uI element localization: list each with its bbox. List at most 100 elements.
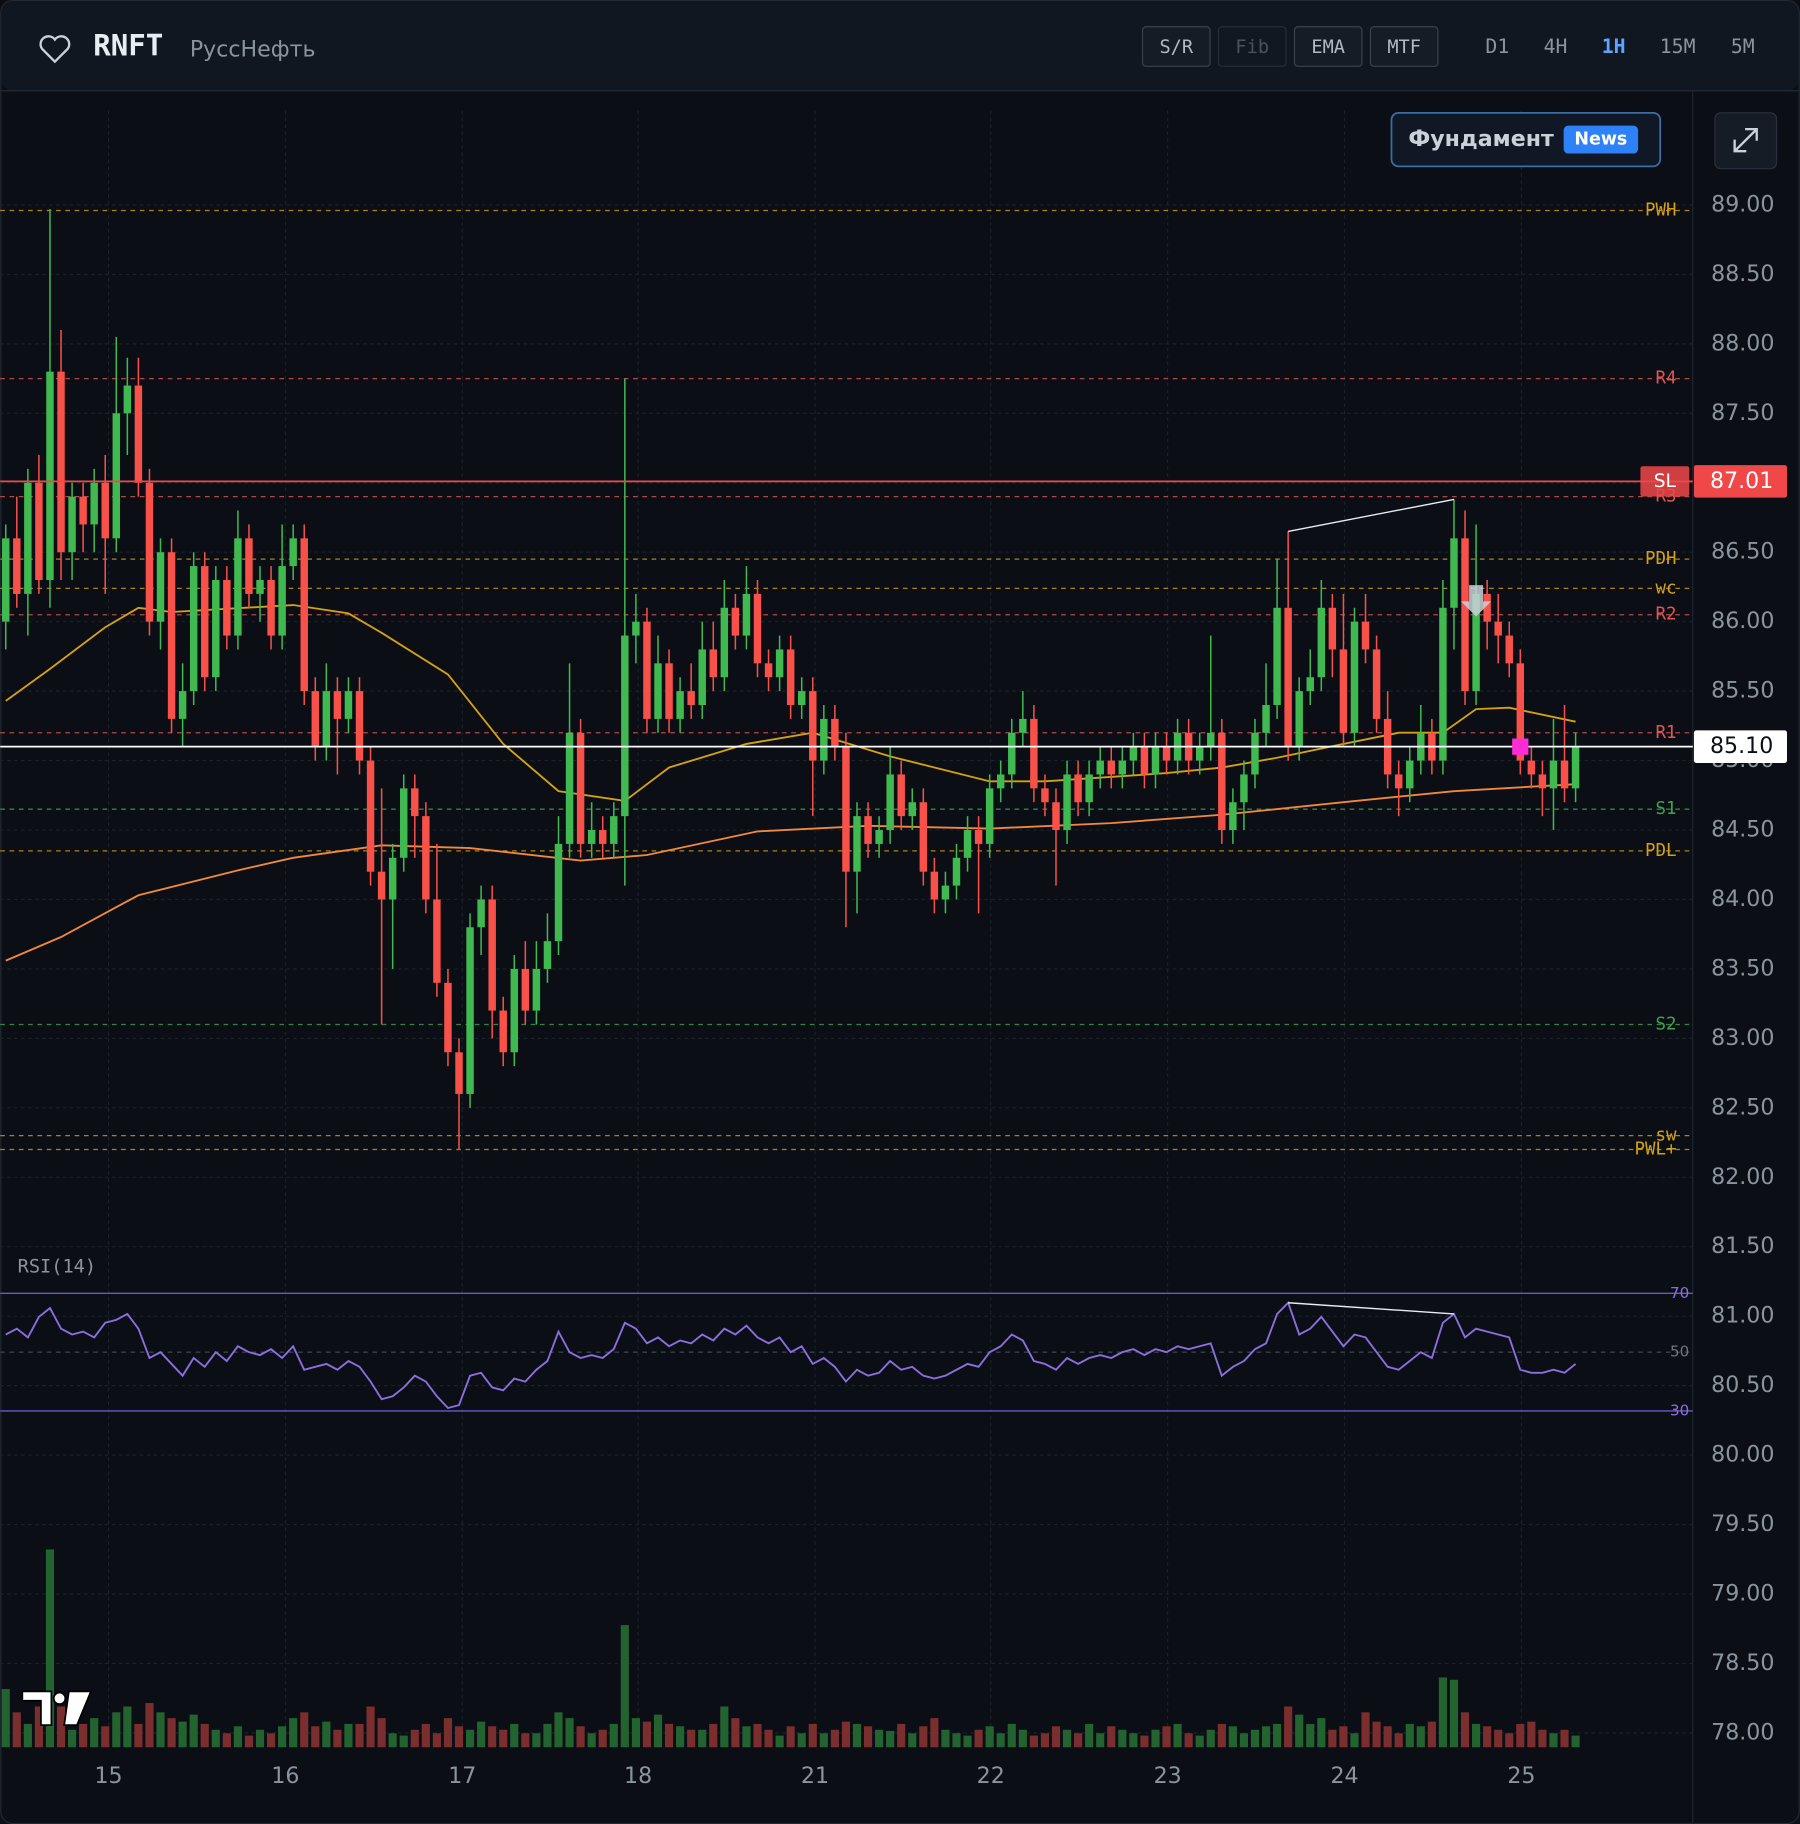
candle-body: [1538, 774, 1547, 789]
volume-bar: [952, 1733, 961, 1748]
candle-body: [1361, 621, 1370, 650]
candle-body: [1394, 774, 1403, 789]
volume-bar: [1295, 1714, 1304, 1748]
volume-bar: [145, 1703, 154, 1748]
candle-body: [101, 482, 109, 539]
candle-body: [167, 552, 176, 719]
candle-body: [853, 816, 861, 872]
timeframe-button[interactable]: D1: [1485, 35, 1509, 58]
candle-body: [189, 566, 198, 692]
candle-body: [499, 1010, 507, 1053]
candle-body: [831, 718, 839, 747]
symbol: RNFT: [93, 29, 163, 63]
candle-body: [1549, 760, 1558, 789]
volume-bar: [919, 1726, 928, 1748]
volume-bar: [344, 1723, 353, 1748]
candle-body: [1063, 774, 1071, 831]
candle-body: [366, 760, 375, 872]
tv-logo: [21, 1690, 93, 1726]
candle-body: [455, 1052, 463, 1094]
candle-body: [333, 691, 342, 719]
candle-body: [1339, 649, 1348, 733]
volume-bar: [1571, 1735, 1580, 1748]
favorite-button[interactable]: [39, 35, 71, 64]
candle-body: [554, 843, 563, 942]
rsi-divergence: [1288, 1302, 1455, 1315]
timeframe-button[interactable]: 15M: [1660, 35, 1696, 58]
volume-bar: [775, 1735, 784, 1748]
volume-bar: [786, 1726, 795, 1748]
candle-body: [68, 496, 76, 553]
timeframe-button[interactable]: 4H: [1544, 35, 1568, 58]
y-tick-label: 83.50: [1711, 955, 1774, 981]
volume-bar: [1, 1689, 10, 1748]
candle-body: [963, 830, 972, 858]
candle-body: [1472, 593, 1480, 692]
volume-bar: [1328, 1729, 1337, 1748]
volume-bar: [532, 1733, 541, 1748]
y-tick-label: 83.00: [1711, 1025, 1774, 1051]
level-label: R1: [1655, 723, 1676, 743]
tool-button[interactable]: [1293, 26, 1363, 67]
candle-body: [400, 788, 408, 858]
toolbar: S/R Fib EMA MTF D1 4H 1H 15M 5M: [1141, 26, 1755, 67]
volume-bar: [1151, 1729, 1160, 1748]
volume-bar: [1394, 1733, 1403, 1748]
volume-bar: [388, 1733, 397, 1748]
volume-bar: [1460, 1712, 1470, 1748]
candle-body: [90, 482, 98, 525]
volume-bar: [1350, 1733, 1359, 1748]
candle-body: [1008, 732, 1016, 775]
candle-body: [654, 663, 662, 719]
volume-bar: [863, 1726, 873, 1748]
tool-button-label: MTF: [1387, 37, 1421, 58]
volume-bar: [908, 1733, 917, 1748]
candle-body: [156, 552, 165, 622]
candle-body: [377, 871, 386, 900]
tool-button[interactable]: [1217, 26, 1287, 67]
candle-body: [521, 968, 530, 1011]
timeframe-button[interactable]: 1H: [1602, 35, 1626, 58]
y-tick-label: 82.00: [1711, 1164, 1774, 1190]
volume-bar: [167, 1718, 176, 1748]
volume-bar: [1107, 1726, 1116, 1748]
timeframe-button[interactable]: 5M: [1731, 35, 1755, 58]
x-tick-label: 16: [271, 1763, 299, 1789]
volume-bar: [1250, 1729, 1260, 1748]
signal-arrow: [1460, 585, 1492, 617]
candle-body: [1483, 593, 1491, 622]
volume-bar: [554, 1712, 563, 1748]
volume-bar: [1472, 1723, 1481, 1748]
level-label: S2: [1655, 1014, 1676, 1034]
candle-body: [57, 371, 65, 553]
candle-body: [234, 538, 242, 636]
candle-body: [632, 621, 640, 636]
candle-body: [930, 871, 939, 900]
volume-bar: [996, 1733, 1005, 1748]
volume-bar: [1516, 1723, 1525, 1748]
volume-bar: [974, 1729, 983, 1748]
candle-body: [1251, 732, 1259, 775]
tool-button[interactable]: [1369, 26, 1439, 67]
candle-body: [698, 649, 706, 706]
volume-bar: [289, 1718, 298, 1748]
volume-bar: [819, 1733, 828, 1748]
volume-bar: [410, 1729, 419, 1748]
volume-bar: [709, 1723, 718, 1748]
candle-body: [1085, 774, 1093, 803]
volume-bar: [941, 1729, 950, 1748]
candle-body: [643, 621, 651, 719]
candle-body: [245, 538, 253, 594]
candle-body: [1030, 718, 1038, 789]
level-label: PWH: [1645, 201, 1677, 221]
volume-bar: [1118, 1729, 1127, 1748]
volume-bar: [112, 1712, 121, 1748]
volume-bar: [1195, 1735, 1204, 1748]
volume-bar: [233, 1726, 242, 1748]
tool-button[interactable]: [1141, 26, 1211, 67]
volume-bar: [1074, 1733, 1083, 1748]
volume-bar: [45, 1549, 55, 1748]
candle-body: [79, 496, 87, 525]
x-tick-label: 23: [1154, 1763, 1182, 1789]
